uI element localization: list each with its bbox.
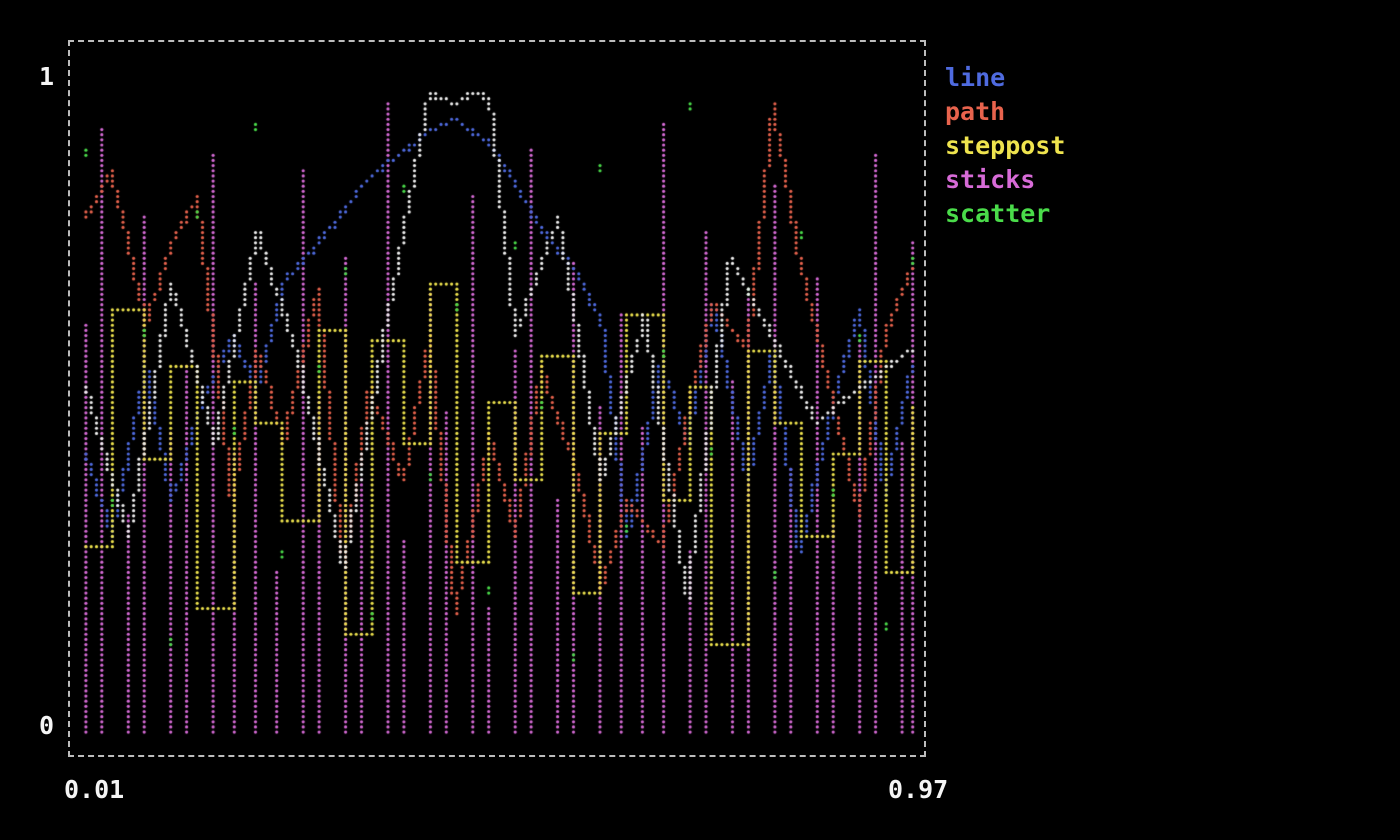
y-axis-tick-bottom: 0: [38, 711, 54, 740]
y-axis-tick-top: 1: [38, 62, 54, 91]
legend-item-sticks: sticks: [945, 165, 1036, 194]
legend-item-line: line: [945, 63, 1006, 92]
legend-item-scatter: scatter: [945, 199, 1051, 228]
x-axis-tick-right: 0.97: [888, 775, 949, 804]
legend-item-path: path: [945, 97, 1006, 126]
legend-item-steppost: steppost: [945, 131, 1066, 160]
x-axis-tick-left: 0.01: [64, 775, 125, 804]
plot-canvas: [70, 42, 923, 754]
plot-legend: line path steppost sticks scatter: [945, 61, 1065, 231]
